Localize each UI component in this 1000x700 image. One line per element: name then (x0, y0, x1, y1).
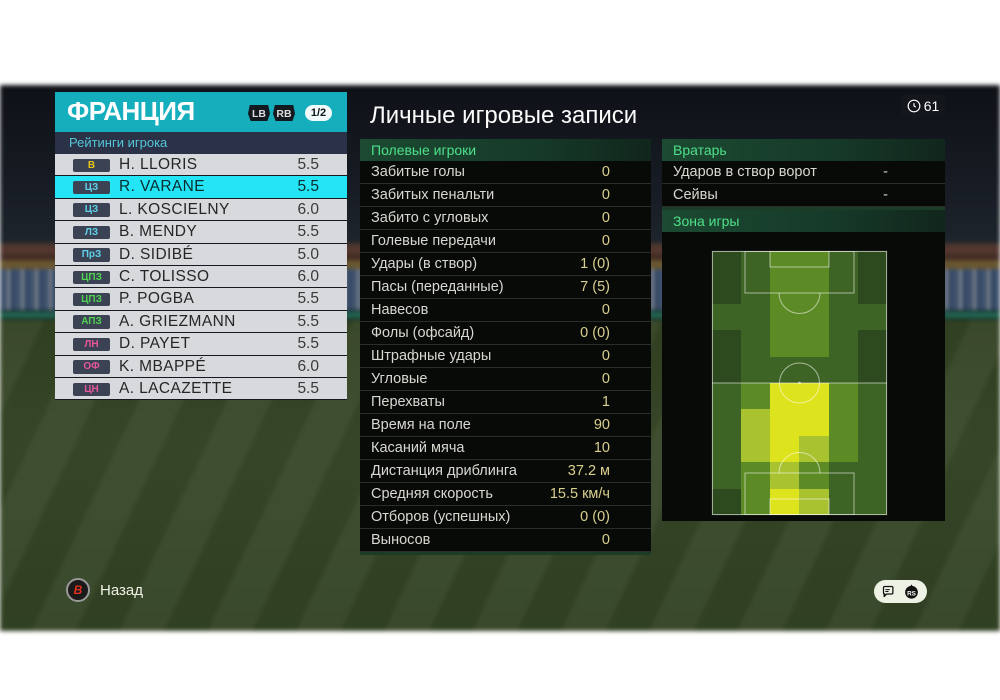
svg-text:RS: RS (907, 590, 916, 597)
